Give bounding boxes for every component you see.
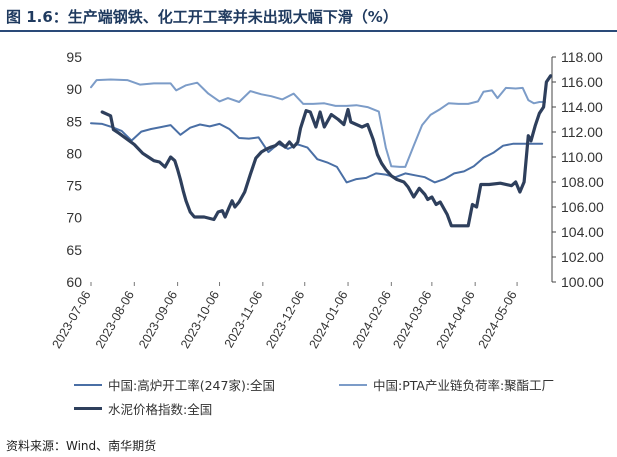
x-tick-label: 2023-12-06 bbox=[263, 288, 307, 350]
legend-item-blast-furnace: 中国:高炉开工率(247家):全国 bbox=[74, 375, 275, 394]
x-tick-label: 2023-09-06 bbox=[136, 288, 180, 350]
right-tick-label: 102.00 bbox=[561, 249, 604, 265]
series-line-2 bbox=[100, 74, 553, 228]
source-note: 资料来源：Wind、南华期货 bbox=[6, 439, 157, 453]
series-line-0 bbox=[90, 122, 544, 184]
left-tick-label: 70 bbox=[66, 210, 82, 226]
right-tick-label: 112.00 bbox=[561, 124, 603, 140]
right-tick-label: 110.00 bbox=[561, 149, 603, 165]
chart-title: 图 1.6：生产端钢铁、化工开工率并未出现大幅下滑（%） bbox=[6, 8, 398, 26]
legend-item-cement: 水泥价格指数:全国 bbox=[74, 399, 212, 418]
left-tick-label: 90 bbox=[66, 81, 82, 97]
left-tick-label: 75 bbox=[66, 178, 82, 194]
legend-label-pta: 中国:PTA产业链负荷率:聚酯工厂 bbox=[373, 378, 555, 393]
legend-swatch-cement bbox=[74, 407, 102, 410]
right-tick-label: 114.00 bbox=[561, 99, 603, 115]
right-tick-label: 106.00 bbox=[561, 199, 604, 215]
right-tick-label: 108.00 bbox=[561, 174, 604, 190]
line-chart: 100.00 102.00 104.00 106.00 108.00 110.00 112.… bbox=[49, 49, 604, 351]
x-tick-label: 2023-10-06 bbox=[178, 288, 222, 350]
legend-label-blast-furnace: 中国:高炉开工率(247家):全国 bbox=[108, 378, 276, 393]
right-tick-label: 104.00 bbox=[561, 224, 604, 240]
title-divider bbox=[0, 30, 617, 32]
x-tick-label: 2024-03-06 bbox=[390, 288, 434, 350]
left-tick-label: 85 bbox=[66, 113, 82, 129]
x-tick-label: 2024-02-06 bbox=[350, 288, 394, 350]
x-tick-label: 2023-07-06 bbox=[49, 288, 93, 350]
right-tick-label: 116.00 bbox=[561, 74, 603, 90]
left-tick-label: 60 bbox=[66, 274, 82, 290]
right-tick-label: 100.00 bbox=[561, 274, 604, 290]
series-line-1 bbox=[90, 78, 546, 168]
x-tick-label: 2023-08-06 bbox=[93, 288, 137, 350]
legend-item-pta: 中国:PTA产业链负荷率:聚酯工厂 bbox=[339, 375, 554, 394]
x-tick-label: 2023-11-06 bbox=[222, 288, 266, 350]
left-tick-label: 65 bbox=[66, 242, 82, 258]
legend-label-cement: 水泥价格指数:全国 bbox=[108, 402, 213, 417]
legend-swatch-pta bbox=[339, 383, 367, 386]
left-tick-label: 80 bbox=[66, 145, 82, 161]
x-tick-label: 2024-01-06 bbox=[307, 288, 351, 350]
left-tick-label: 95 bbox=[66, 49, 82, 65]
x-tick-label: 2024-05-06 bbox=[476, 288, 520, 350]
legend-swatch-blast-furnace bbox=[74, 383, 102, 386]
right-tick-label: 118.00 bbox=[561, 49, 603, 65]
x-tick-label: 2024-04-06 bbox=[434, 288, 478, 350]
